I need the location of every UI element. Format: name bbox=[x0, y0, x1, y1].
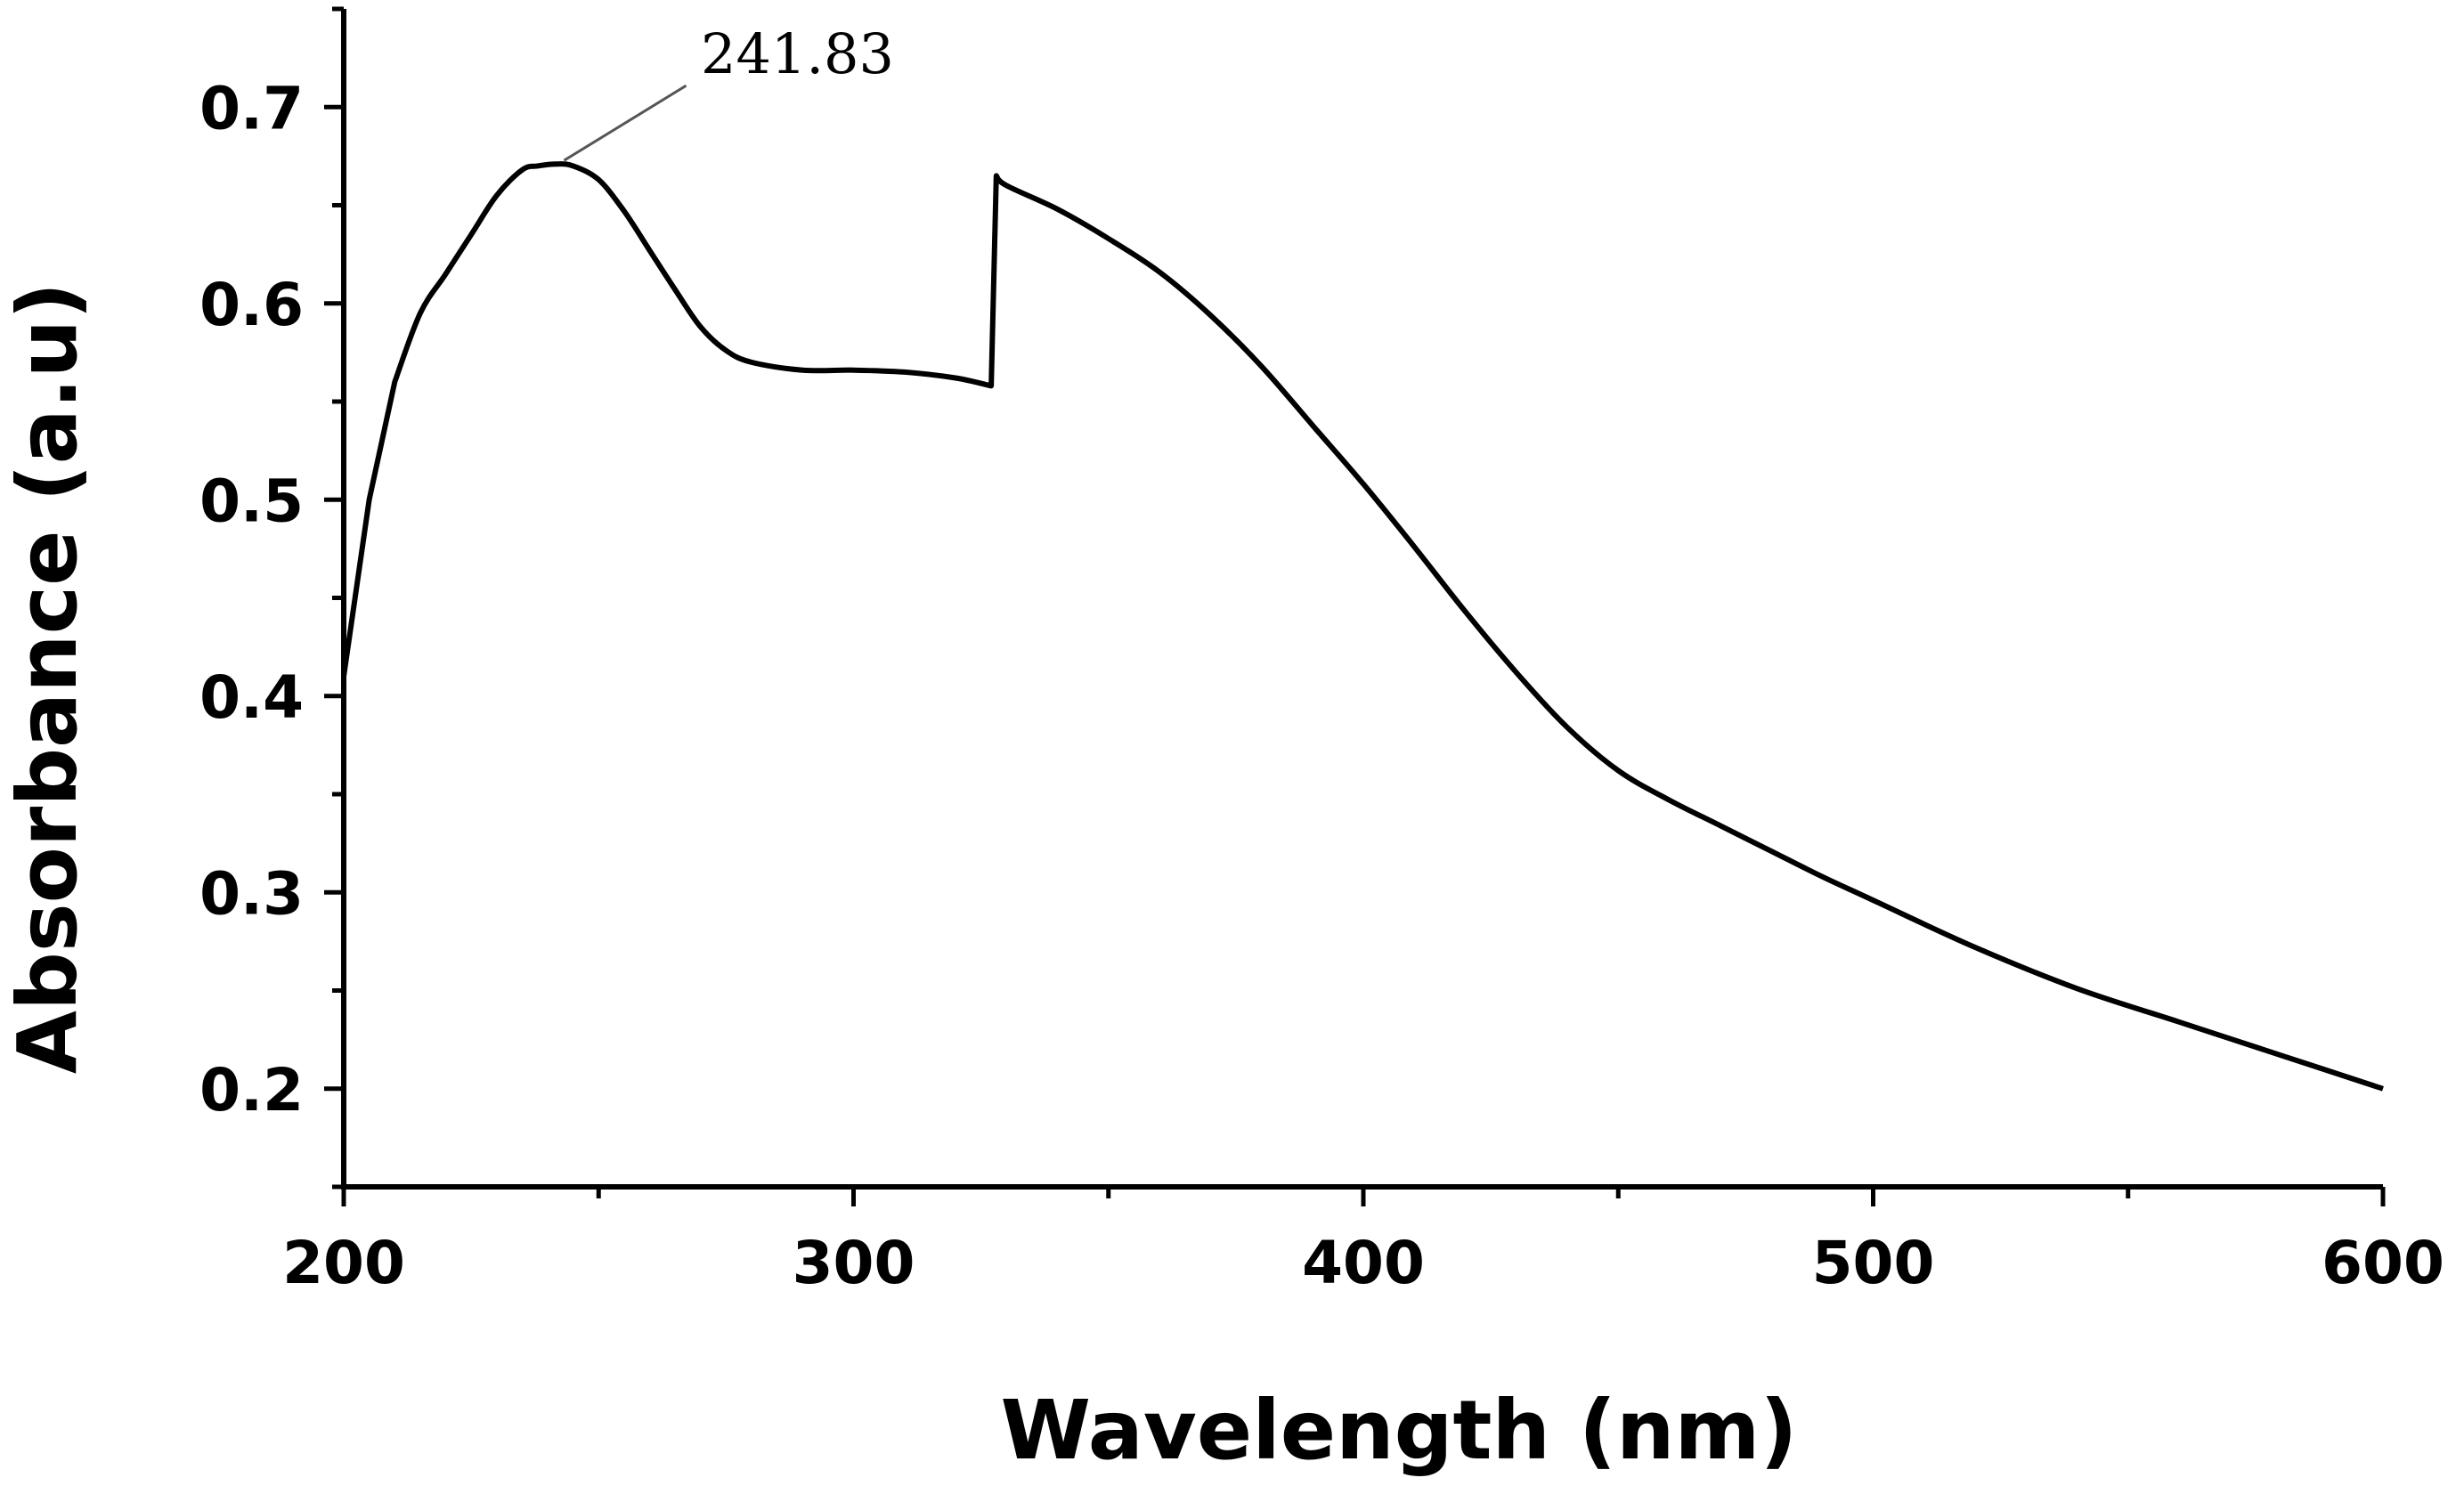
absorbance-curve bbox=[341, 161, 2384, 1092]
axes bbox=[341, 9, 2383, 1190]
x-tick-label: 400 bbox=[1302, 1229, 1425, 1297]
annotation-leader-line bbox=[563, 84, 687, 162]
y-tick-label: 0.5 bbox=[199, 467, 304, 535]
y-tick-label: 0.3 bbox=[199, 859, 304, 928]
x-tick-label: 600 bbox=[2322, 1229, 2444, 1297]
y-tick-label: 0.2 bbox=[199, 1056, 304, 1125]
y-tick-label: 0.7 bbox=[199, 74, 304, 142]
y-tick-label: 0.4 bbox=[199, 663, 304, 732]
annotations: 241.83 bbox=[563, 21, 894, 162]
y-axis-title: Absorbance (a.u) bbox=[0, 282, 95, 1074]
y-tick-label: 0.6 bbox=[199, 271, 304, 339]
x-tick-label: 200 bbox=[282, 1229, 405, 1297]
x-tick-label: 500 bbox=[1812, 1229, 1935, 1297]
x-axis-title: Wavelength (nm) bbox=[1001, 1383, 1798, 1478]
y-axis-ticks: 0.2 0.3 0.4 0.5 0.6 0.7 bbox=[199, 6, 344, 1190]
x-axis-ticks: 200 300 400 500 600 bbox=[282, 1187, 2444, 1297]
x-tick-label: 300 bbox=[793, 1229, 915, 1297]
peak-annotation-label: 241.83 bbox=[701, 21, 894, 86]
